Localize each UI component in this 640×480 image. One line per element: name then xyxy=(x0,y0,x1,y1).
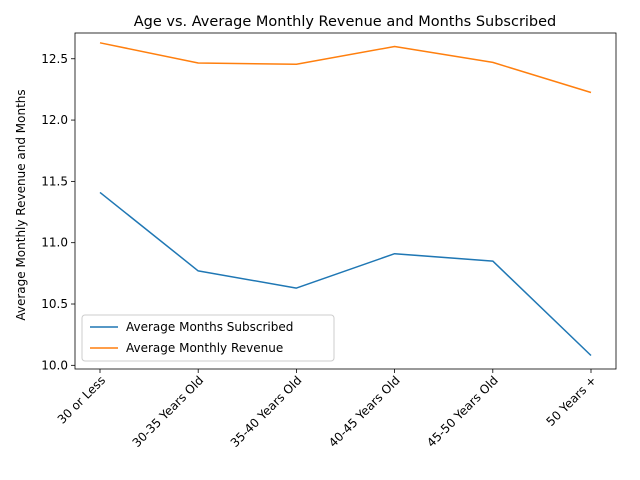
series-line-1 xyxy=(99,42,592,94)
y-tick-label: 10.0 xyxy=(41,358,68,372)
plot-area: 30 or Less 30-35 Years Old 35-40 Years Old… xyxy=(41,32,617,450)
chart-title: Age vs. Average Monthly Revenue and Mont… xyxy=(134,14,557,30)
y-tick-label: 11.5 xyxy=(41,174,68,188)
legend-box xyxy=(81,314,335,362)
y-tick-label: 12.0 xyxy=(41,113,68,127)
x-tick-label: 50 Years + xyxy=(544,373,600,429)
y-axis-label: Average Monthly Revenue and Months xyxy=(14,89,28,320)
axes-frame xyxy=(74,32,617,370)
x-tick-label: 35-40 Years Old xyxy=(228,373,305,450)
x-tick-label: 45-50 Years Old xyxy=(424,373,501,450)
legend-label-1: Average Monthly Revenue xyxy=(126,341,283,355)
x-tick-label: 30-35 Years Old xyxy=(130,373,207,450)
legend-label-0: Average Months Subscribed xyxy=(126,320,293,334)
x-tick-label: 30 or Less xyxy=(55,373,108,426)
y-tick-label: 12.5 xyxy=(41,52,68,66)
series-line-0 xyxy=(99,191,592,357)
legend: Average Months Subscribed Average Monthly… xyxy=(81,314,335,362)
y-tick-label: 10.5 xyxy=(41,297,68,311)
x-tick-label: 40-45 Years Old xyxy=(326,373,403,450)
y-tick-label: 11.0 xyxy=(41,236,68,250)
